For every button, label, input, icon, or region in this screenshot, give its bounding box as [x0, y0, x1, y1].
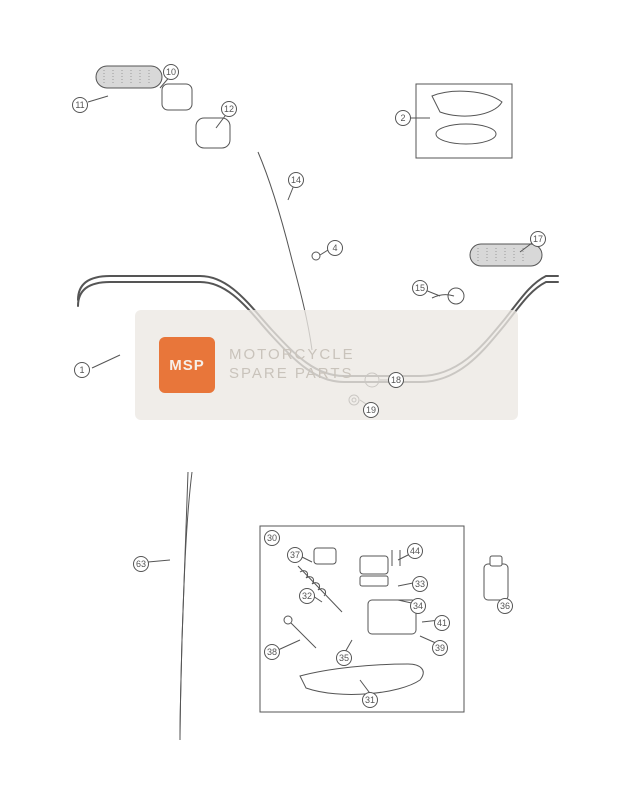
callout-circle-icon: 30 — [264, 530, 280, 546]
callout-circle-icon: 2 — [395, 110, 411, 126]
callout-circle-icon: 41 — [434, 615, 450, 631]
callout-circle-icon: 1 — [74, 362, 90, 378]
callout-36: 36 — [497, 598, 513, 614]
callout-41: 41 — [434, 615, 450, 631]
callout-15: 15 — [412, 280, 428, 296]
callout-circle-icon: 34 — [410, 598, 426, 614]
callout-2: 2 — [395, 110, 411, 126]
callout-circle-icon: 18 — [388, 372, 404, 388]
callout-circle-icon: 17 — [530, 231, 546, 247]
callout-circle-icon: 15 — [412, 280, 428, 296]
callout-18: 18 — [388, 372, 404, 388]
parts-diagram: MSP MOTORCYCLE SPARE PARTS 1241011121415… — [0, 0, 619, 797]
callout-34: 34 — [410, 598, 426, 614]
callout-circle-icon: 33 — [412, 576, 428, 592]
callout-circle-icon: 35 — [336, 650, 352, 666]
callout-31: 31 — [362, 692, 378, 708]
callout-circle-icon: 39 — [432, 640, 448, 656]
callout-35: 35 — [336, 650, 352, 666]
watermark: MSP MOTORCYCLE SPARE PARTS — [135, 310, 518, 420]
callout-11: 11 — [72, 97, 88, 113]
callout-circle-icon: 38 — [264, 644, 280, 660]
callout-circle-icon: 63 — [133, 556, 149, 572]
callout-1: 1 — [74, 362, 90, 378]
callout-4: 4 — [327, 240, 343, 256]
watermark-line2: SPARE PARTS — [229, 365, 355, 384]
callout-circle-icon: 4 — [327, 240, 343, 256]
callout-39: 39 — [432, 640, 448, 656]
watermark-line1: MOTORCYCLE — [229, 346, 355, 365]
callout-circle-icon: 44 — [407, 543, 423, 559]
callout-circle-icon: 31 — [362, 692, 378, 708]
callout-circle-icon: 32 — [299, 588, 315, 604]
callout-32: 32 — [299, 588, 315, 604]
callout-38: 38 — [264, 644, 280, 660]
callout-33: 33 — [412, 576, 428, 592]
callout-17: 17 — [530, 231, 546, 247]
callout-63: 63 — [133, 556, 149, 572]
watermark-badge: MSP — [159, 337, 215, 393]
callout-circle-icon: 14 — [288, 172, 304, 188]
callout-circle-icon: 12 — [221, 101, 237, 117]
callout-circle-icon: 19 — [363, 402, 379, 418]
callout-19: 19 — [363, 402, 379, 418]
callout-10: 10 — [163, 64, 179, 80]
callout-circle-icon: 10 — [163, 64, 179, 80]
callout-circle-icon: 36 — [497, 598, 513, 614]
callout-12: 12 — [221, 101, 237, 117]
callout-circle-icon: 37 — [287, 547, 303, 563]
watermark-text: MOTORCYCLE SPARE PARTS — [229, 346, 355, 384]
callout-14: 14 — [288, 172, 304, 188]
callout-37: 37 — [287, 547, 303, 563]
callout-30: 30 — [264, 530, 280, 546]
watermark-badge-text: MSP — [169, 357, 205, 374]
callout-44: 44 — [407, 543, 423, 559]
callout-circle-icon: 11 — [72, 97, 88, 113]
